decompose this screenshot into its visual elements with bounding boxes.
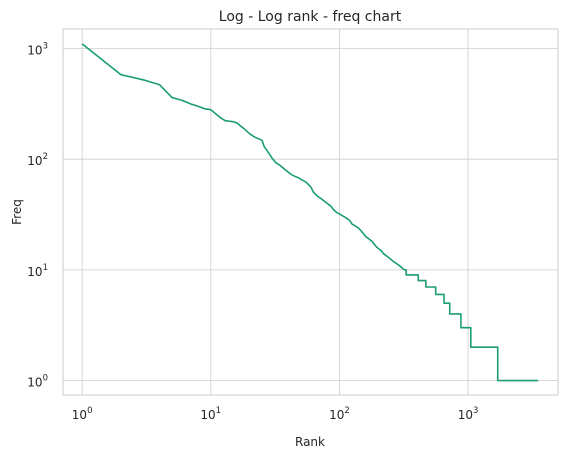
plot-frame — [62, 28, 559, 396]
y-tick-labels: 100 101 102 103 — [27, 41, 48, 389]
y-tick-label: 103 — [27, 41, 48, 57]
rank-freq-series-line — [81, 43, 539, 382]
x-tick-labels: 100 101 102 103 — [72, 406, 479, 422]
y-tick-label: 102 — [27, 152, 48, 168]
x-tick-label: 102 — [329, 406, 350, 422]
x-tick-label: 100 — [72, 406, 93, 422]
y-axis-label: Freq — [10, 199, 24, 225]
x-axis-label: Rank — [295, 435, 325, 449]
x-tick-label: 101 — [200, 406, 221, 422]
y-tick-label: 100 — [27, 374, 48, 390]
grid — [63, 29, 558, 395]
x-tick-label: 103 — [458, 406, 479, 422]
y-tick-label: 101 — [27, 263, 48, 279]
chart-title: Log - Log rank - freq chart — [219, 9, 402, 25]
